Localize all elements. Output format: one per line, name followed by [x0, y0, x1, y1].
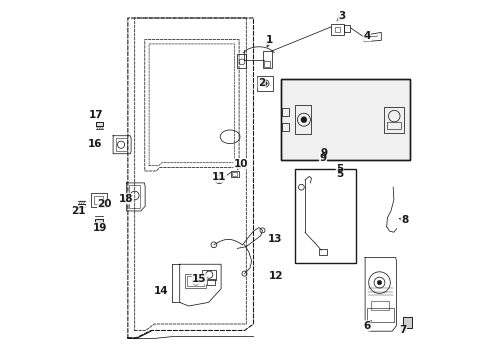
- Text: 4: 4: [363, 31, 370, 41]
- Bar: [96, 122, 103, 126]
- Bar: [262, 51, 271, 68]
- Text: 19: 19: [93, 222, 107, 233]
- Bar: [366, 308, 393, 322]
- Bar: [384, 108, 403, 134]
- Bar: [282, 122, 288, 131]
- Text: 20: 20: [98, 199, 112, 210]
- Text: 14: 14: [153, 286, 168, 296]
- Circle shape: [301, 117, 306, 123]
- Text: 18: 18: [119, 194, 133, 204]
- Bar: [185, 274, 205, 288]
- Bar: [343, 25, 349, 32]
- Bar: [318, 249, 326, 255]
- Text: 12: 12: [268, 271, 283, 282]
- Text: 5: 5: [336, 164, 343, 174]
- Bar: [280, 79, 409, 160]
- Text: 15: 15: [192, 274, 206, 284]
- Bar: [294, 105, 310, 134]
- Bar: [237, 54, 246, 68]
- Bar: [206, 279, 214, 285]
- Bar: [280, 79, 409, 160]
- Bar: [402, 317, 411, 328]
- Bar: [186, 276, 204, 286]
- Bar: [294, 169, 355, 263]
- Bar: [370, 301, 388, 310]
- Text: 3: 3: [337, 11, 345, 21]
- Text: 7: 7: [398, 325, 406, 336]
- Bar: [116, 138, 126, 151]
- Text: 2: 2: [258, 78, 265, 88]
- Bar: [78, 204, 85, 207]
- Bar: [257, 76, 273, 91]
- Circle shape: [377, 280, 381, 285]
- Text: 9: 9: [319, 153, 326, 163]
- Bar: [334, 27, 340, 32]
- Bar: [232, 172, 236, 176]
- Bar: [91, 193, 106, 207]
- Text: 16: 16: [88, 139, 102, 149]
- Bar: [78, 204, 85, 207]
- Bar: [386, 122, 400, 129]
- Circle shape: [263, 82, 266, 85]
- Bar: [282, 108, 288, 116]
- Bar: [230, 171, 238, 177]
- Bar: [402, 317, 411, 328]
- Text: 8: 8: [400, 215, 407, 225]
- Bar: [330, 24, 343, 35]
- Text: 5: 5: [336, 169, 343, 179]
- Bar: [95, 219, 102, 222]
- Text: 11: 11: [212, 172, 226, 182]
- Text: 21: 21: [71, 206, 85, 216]
- Bar: [202, 270, 216, 280]
- Bar: [96, 122, 103, 126]
- Text: 13: 13: [267, 234, 282, 244]
- Text: 10: 10: [233, 159, 247, 169]
- Bar: [94, 196, 103, 204]
- Text: 9: 9: [320, 148, 326, 158]
- Text: 1: 1: [265, 35, 273, 45]
- Text: 6: 6: [363, 321, 370, 331]
- Text: 17: 17: [89, 110, 103, 120]
- Bar: [129, 185, 140, 208]
- Bar: [264, 61, 269, 67]
- Bar: [95, 219, 102, 222]
